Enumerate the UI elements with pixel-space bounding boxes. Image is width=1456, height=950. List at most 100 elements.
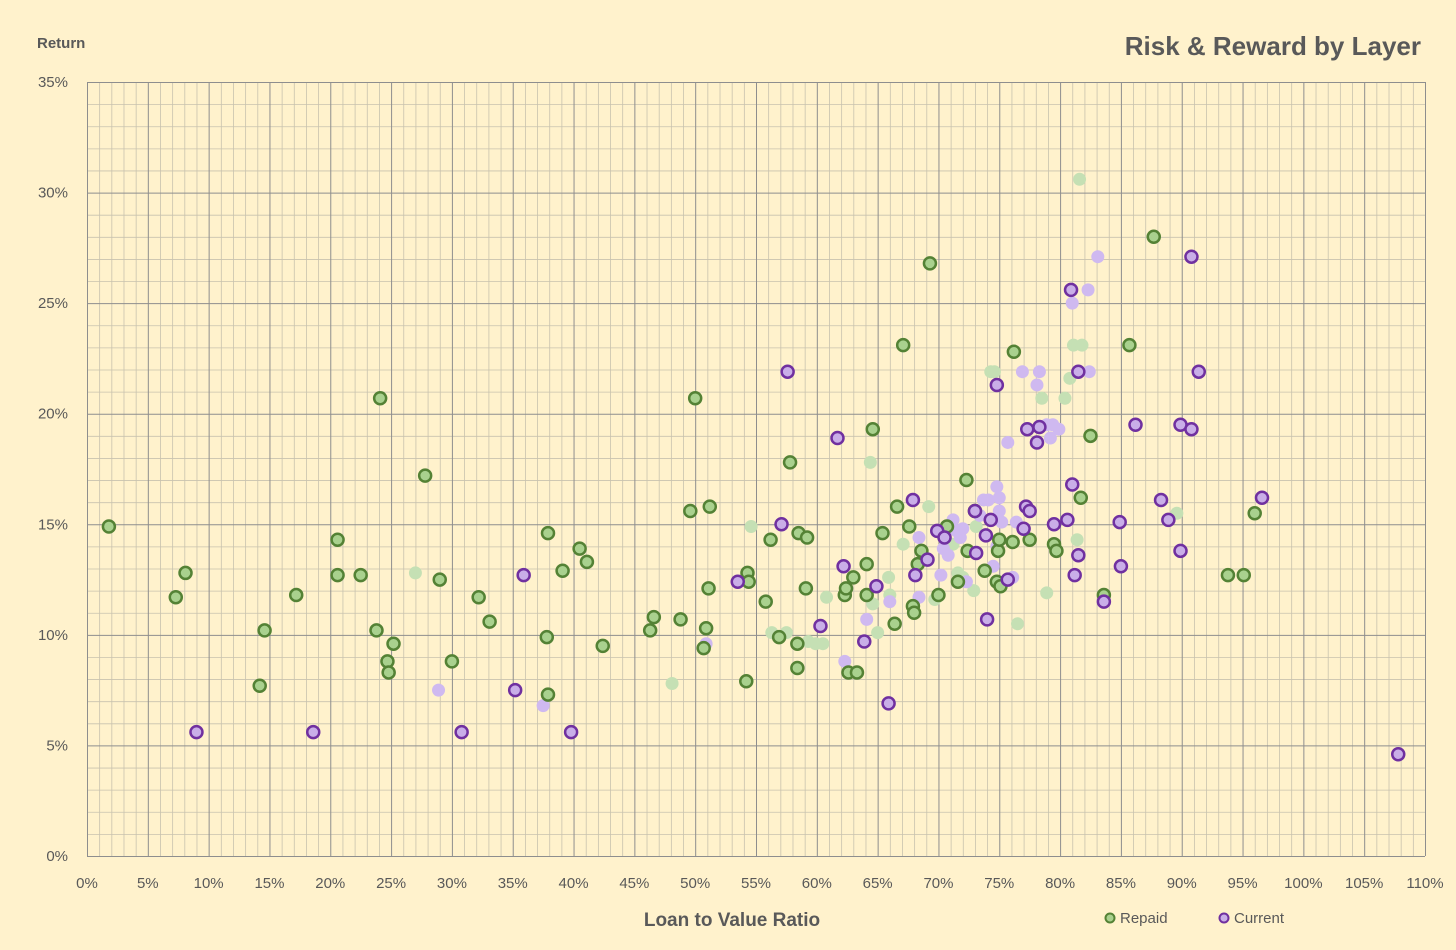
data-points [101, 229, 1406, 762]
repaid-faded-point [744, 519, 758, 533]
repaid-point [696, 640, 711, 656]
repaid-point [906, 605, 922, 620]
repaid-faded-point [882, 570, 896, 584]
current-point [1113, 559, 1129, 574]
y-tick-label: 10% [38, 627, 68, 644]
x-tick-label: 95% [1228, 875, 1258, 892]
repaid-point [698, 620, 714, 636]
repaid-point [931, 587, 946, 603]
repaid-point [673, 612, 688, 627]
legend-label-current: Current [1234, 910, 1285, 927]
x-tick-label: 40% [559, 875, 589, 892]
repaid-point [471, 590, 486, 605]
current-point [454, 724, 469, 740]
current-faded-point [1032, 365, 1046, 379]
current-point [507, 682, 523, 698]
current-point [1184, 421, 1199, 437]
x-tick-label: 25% [376, 875, 406, 892]
repaid-point [959, 472, 974, 488]
legend-item-current: Current [1218, 910, 1285, 927]
current-point [968, 545, 984, 561]
x-axis-title: Loan to Value Ratio [644, 910, 820, 931]
current-faded-point [432, 683, 446, 697]
current-faded-point [838, 654, 852, 668]
repaid-point [101, 519, 117, 534]
repaid-point [782, 455, 798, 470]
legend: Repaid Current [1104, 910, 1285, 927]
repaid-point [1005, 534, 1020, 550]
current-point [1071, 364, 1086, 379]
repaid-point [1146, 229, 1162, 245]
repaid-point [771, 629, 787, 645]
repaid-point [1049, 543, 1064, 559]
current-faded-point [1065, 296, 1079, 310]
current-point [967, 503, 983, 519]
current-point [937, 530, 952, 545]
repaid-faded-point [816, 637, 830, 651]
current-point [881, 696, 896, 711]
repaid-point [572, 541, 587, 556]
legend-label-repaid: Repaid [1120, 910, 1168, 927]
repaid-point [992, 532, 1007, 548]
x-tick-label: 15% [254, 875, 284, 892]
current-faded-point [860, 612, 874, 626]
current-point [1390, 747, 1406, 762]
current-faded-point [992, 504, 1006, 518]
x-tick-label: 0% [76, 875, 98, 892]
repaid-point [386, 636, 401, 651]
y-tick-label: 35% [38, 74, 68, 91]
current-point [1067, 567, 1082, 583]
current-faded-point [941, 548, 955, 562]
repaid-point [646, 609, 662, 625]
current-faded-point [934, 568, 948, 582]
repaid-point [178, 565, 193, 581]
repaid-point [1236, 567, 1252, 583]
repaid-point [859, 587, 874, 603]
current-faded-point [981, 493, 995, 507]
current-point [979, 612, 995, 627]
repaid-point [1022, 532, 1037, 548]
repaid-point [372, 390, 388, 406]
repaid-faded-point [820, 590, 834, 604]
current-faded-point [536, 699, 550, 713]
current-point [1019, 421, 1035, 437]
repaid-faded-point [969, 519, 983, 533]
current-faded-point [1001, 435, 1015, 449]
current-point [978, 528, 994, 543]
repaid-point [642, 623, 658, 638]
repaid-point [1083, 428, 1098, 444]
current-faded-point [1052, 422, 1066, 436]
repaid-faded-point [1011, 617, 1025, 631]
repaid-point [922, 256, 938, 271]
x-tick-label: 85% [1106, 875, 1136, 892]
current-point [780, 364, 795, 379]
current-point [1016, 521, 1031, 536]
y-tick-label: 25% [38, 295, 68, 312]
current-point [857, 634, 872, 649]
repaid-point [540, 687, 556, 702]
current-faded-point [1043, 431, 1057, 445]
repaid-point [701, 581, 716, 596]
current-faded-point [956, 522, 970, 536]
current-point [1022, 503, 1037, 519]
repaid-point [702, 499, 718, 514]
y-axis-tick-labels: 0% 5% 10% 15% 20% 25% 30% 35% [38, 74, 68, 865]
legend-marker-current-icon [1218, 912, 1230, 924]
x-tick-label: 55% [741, 875, 771, 892]
repaid-point [330, 532, 345, 548]
current-point [813, 618, 828, 634]
repaid-faded-point [1070, 533, 1084, 547]
current-point [305, 724, 321, 740]
x-tick-label: 5% [137, 875, 159, 892]
x-tick-label: 30% [437, 875, 467, 892]
repaid-point [902, 519, 917, 534]
repaid-point [739, 674, 754, 689]
current-faded-point [1030, 378, 1044, 392]
repaid-point [1073, 490, 1089, 505]
repaid-faded-point [1075, 338, 1089, 352]
y-tick-label: 20% [38, 406, 68, 423]
repaid-point [252, 678, 267, 693]
repaid-point [288, 587, 304, 603]
